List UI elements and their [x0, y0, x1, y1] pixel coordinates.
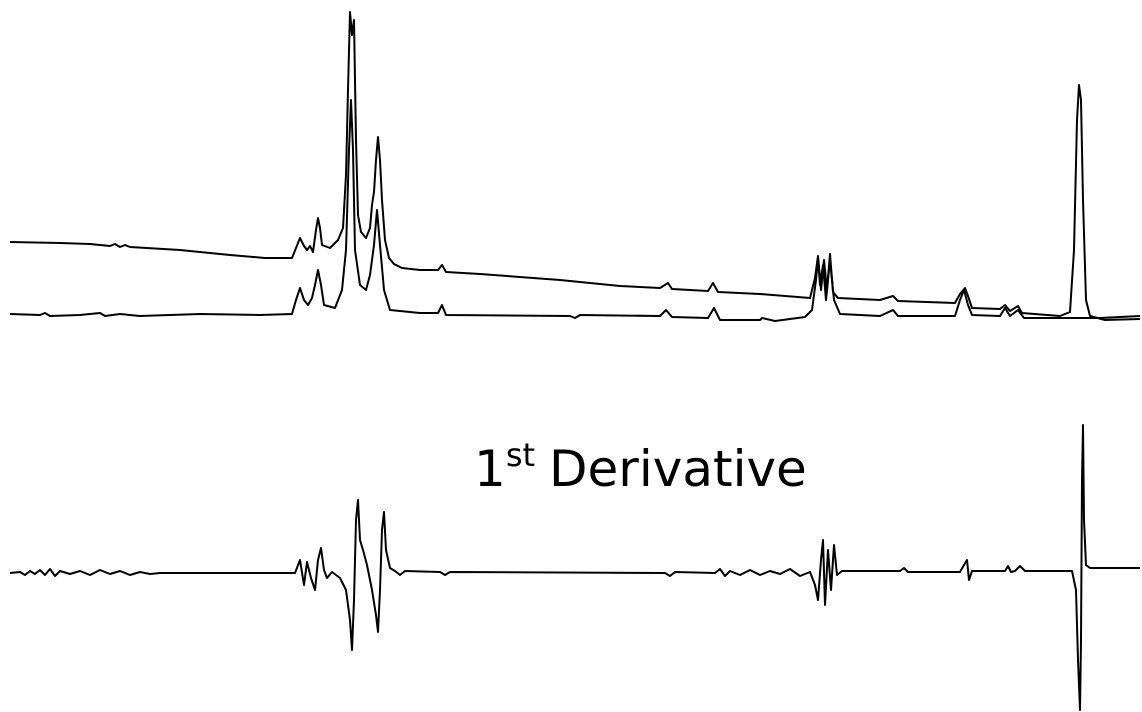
label-number: 1 [474, 440, 506, 498]
spectrum-upper [9, 11, 1141, 321]
derivative-trace [9, 424, 1140, 711]
derivative-label: 1st Derivative [474, 436, 807, 498]
spectrum-lower [9, 99, 1141, 322]
label-text: Derivative [549, 440, 807, 498]
label-superscript: st [506, 436, 535, 474]
